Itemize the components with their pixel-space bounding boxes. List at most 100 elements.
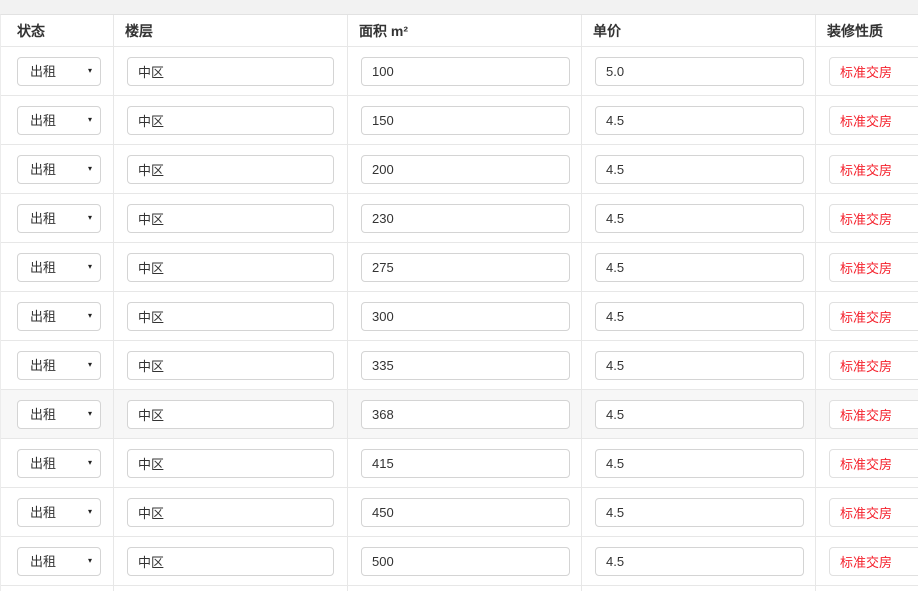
- area-input[interactable]: [361, 203, 570, 233]
- price-input[interactable]: [595, 105, 804, 135]
- table-row: 出租 ▾ 标准交房: [1, 537, 918, 586]
- decoration-link[interactable]: 标准交房: [829, 203, 918, 233]
- floor-cell: [114, 47, 348, 95]
- floor-cell: [114, 194, 348, 242]
- header-decoration: 装修性质: [816, 15, 918, 46]
- decoration-cell: 标准交房: [816, 341, 918, 389]
- decoration-link[interactable]: 标准交房: [829, 350, 918, 380]
- status-select-wrap: 出租 ▾: [17, 497, 101, 527]
- floor-cell: [114, 145, 348, 193]
- area-cell: [348, 341, 582, 389]
- header-unit-price: 单价: [582, 15, 816, 46]
- area-input[interactable]: [361, 252, 570, 282]
- decoration-link[interactable]: 标准交房: [829, 301, 918, 331]
- header-area: 面积 m²: [348, 15, 582, 46]
- status-cell: 出租 ▾: [1, 488, 114, 536]
- decoration-cell: 标准交房: [816, 488, 918, 536]
- price-cell: [582, 243, 816, 291]
- status-select[interactable]: 出租: [17, 203, 101, 233]
- header-floor: 楼层: [114, 15, 348, 46]
- price-input[interactable]: [595, 448, 804, 478]
- price-input[interactable]: [595, 56, 804, 86]
- table-row: 出租 ▾ 标准交房: [1, 96, 918, 145]
- floor-input[interactable]: [127, 399, 334, 429]
- floor-cell: [114, 488, 348, 536]
- area-input[interactable]: [361, 546, 570, 576]
- decoration-link[interactable]: 标准交房: [829, 252, 918, 282]
- price-cell: [582, 439, 816, 487]
- decoration-link[interactable]: 标准交房: [829, 448, 918, 478]
- decoration-cell: 标准交房: [816, 537, 918, 585]
- page-background-strip: [0, 0, 918, 14]
- status-select[interactable]: 出租: [17, 399, 101, 429]
- status-select[interactable]: 出租: [17, 301, 101, 331]
- floor-input[interactable]: [127, 252, 334, 282]
- price-input[interactable]: [595, 497, 804, 527]
- area-input[interactable]: [361, 350, 570, 380]
- status-select[interactable]: 出租: [17, 252, 101, 282]
- price-cell: [582, 537, 816, 585]
- decoration-cell: 标准交房: [816, 145, 918, 193]
- price-cell: [582, 488, 816, 536]
- decoration-cell: 标准交房: [816, 390, 918, 438]
- area-input[interactable]: [361, 105, 570, 135]
- price-input[interactable]: [595, 546, 804, 576]
- area-input[interactable]: [361, 301, 570, 331]
- floor-input[interactable]: [127, 301, 334, 331]
- table-row: 出租 ▾ 标准交房: [1, 47, 918, 96]
- area-input[interactable]: [361, 399, 570, 429]
- price-input[interactable]: [595, 399, 804, 429]
- status-select-wrap: 出租 ▾: [17, 203, 101, 233]
- floor-input[interactable]: [127, 105, 334, 135]
- area-cell: [348, 537, 582, 585]
- status-select-wrap: 出租 ▾: [17, 399, 101, 429]
- status-select[interactable]: 出租: [17, 56, 101, 86]
- status-cell: 出租 ▾: [1, 390, 114, 438]
- status-select[interactable]: 出租: [17, 448, 101, 478]
- decoration-link[interactable]: 标准交房: [829, 56, 918, 86]
- status-select[interactable]: 出租: [17, 546, 101, 576]
- status-cell: 出租 ▾: [1, 194, 114, 242]
- area-cell: [348, 145, 582, 193]
- price-cell: [582, 586, 816, 591]
- floor-cell: [114, 537, 348, 585]
- price-input[interactable]: [595, 154, 804, 184]
- floor-input[interactable]: [127, 546, 334, 576]
- status-select-wrap: 出租 ▾: [17, 56, 101, 86]
- price-input[interactable]: [595, 252, 804, 282]
- decoration-link[interactable]: 标准交房: [829, 399, 918, 429]
- floor-input[interactable]: [127, 497, 334, 527]
- status-select[interactable]: 出租: [17, 154, 101, 184]
- area-input[interactable]: [361, 56, 570, 86]
- decoration-link[interactable]: 标准交房: [829, 105, 918, 135]
- status-cell: 出租 ▾: [1, 439, 114, 487]
- floor-input[interactable]: [127, 154, 334, 184]
- status-select[interactable]: 出租: [17, 350, 101, 380]
- area-input[interactable]: [361, 448, 570, 478]
- table-row: 出租 ▾ 标准交房: [1, 194, 918, 243]
- floor-input[interactable]: [127, 350, 334, 380]
- decoration-cell: 标准交房: [816, 47, 918, 95]
- price-input[interactable]: [595, 203, 804, 233]
- price-cell: [582, 194, 816, 242]
- price-input[interactable]: [595, 350, 804, 380]
- units-table: 状态 楼层 面积 m² 单价 装修性质 出租 ▾ 标准交房: [0, 14, 918, 591]
- decoration-link[interactable]: 标准交房: [829, 154, 918, 184]
- status-cell: 出租 ▾: [1, 96, 114, 144]
- floor-input[interactable]: [127, 56, 334, 86]
- area-input[interactable]: [361, 497, 570, 527]
- decoration-link[interactable]: 标准交房: [829, 497, 918, 527]
- status-select[interactable]: 出租: [17, 105, 101, 135]
- floor-input[interactable]: [127, 448, 334, 478]
- price-input[interactable]: [595, 301, 804, 331]
- status-select[interactable]: 出租: [17, 497, 101, 527]
- area-cell: [348, 586, 582, 591]
- decoration-cell: 标准交房: [816, 439, 918, 487]
- floor-cell: [114, 292, 348, 340]
- area-input[interactable]: [361, 154, 570, 184]
- floor-input[interactable]: [127, 203, 334, 233]
- table-body: 出租 ▾ 标准交房 出租 ▾: [1, 47, 918, 586]
- status-select-wrap: 出租 ▾: [17, 350, 101, 380]
- decoration-link[interactable]: 标准交房: [829, 546, 918, 576]
